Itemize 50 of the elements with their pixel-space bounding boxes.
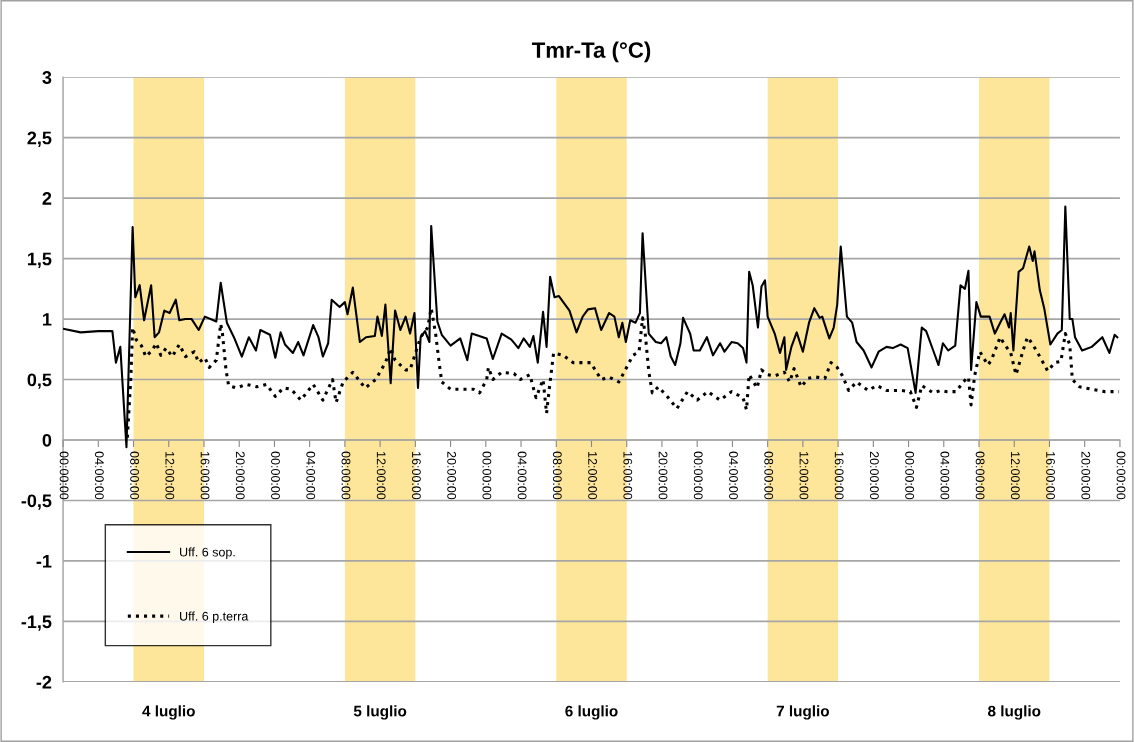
- x-tick-label: 04:00:00: [94, 451, 104, 500]
- annotation: 7 luglio: [776, 705, 830, 720]
- y-tick-label: 1: [43, 313, 52, 326]
- x-tick-label: 20:00:00: [658, 451, 668, 500]
- x-tick-label: 00:00:00: [271, 451, 280, 500]
- y-tick-label: 2,5: [27, 131, 52, 147]
- x-tick-label: 04:00:00: [306, 451, 316, 500]
- x-tick-label: 00:00:00: [1116, 451, 1126, 500]
- x-tick-label: 00:00:00: [59, 451, 69, 500]
- x-tick-label: 12:00:00: [165, 452, 175, 500]
- y-tick-label: 2: [42, 192, 52, 205]
- y-tick-label: 1,5: [27, 252, 52, 268]
- legend-label: Uff. 6 p.terra: [180, 611, 249, 624]
- x-tick-label: 16:00:00: [834, 452, 844, 500]
- annotation: 5 luglio: [353, 705, 407, 720]
- x-tick-label: 20:00:00: [869, 451, 879, 500]
- x-tick-label: 00:00:00: [905, 451, 915, 500]
- x-tick-label: 08:00:00: [130, 451, 140, 500]
- y-tick-label: -1: [36, 555, 52, 568]
- x-tick-label: 20:00:00: [235, 451, 245, 500]
- legend-label: Uff. 6 sop.: [180, 547, 235, 559]
- x-tick-label: 08:00:00: [764, 451, 774, 500]
- chart-title: Tmr-Ta (°C): [531, 41, 651, 63]
- annotation: 6 luglio: [565, 705, 618, 720]
- x-tick-label: 12:00:00: [799, 452, 809, 500]
- y-tick-label: 3: [42, 71, 52, 84]
- x-tick-label: 04:00:00: [729, 451, 738, 500]
- y-tick-label: 0: [42, 433, 52, 447]
- x-tick-label: 16:00:00: [411, 452, 421, 500]
- x-tick-label: 12:00:00: [1010, 452, 1020, 500]
- x-tick-label: 00:00:00: [693, 451, 703, 500]
- y-tick-label: -0,5: [21, 494, 52, 510]
- x-tick-label: 16:00:00: [200, 452, 210, 500]
- y-tick-label: -2: [36, 675, 52, 689]
- x-tick-label: 12:00:00: [588, 452, 597, 500]
- x-tick-label: 00:00:00: [482, 451, 492, 500]
- x-tick-label: 12:00:00: [376, 452, 386, 500]
- x-tick-label: 08:00:00: [341, 451, 351, 500]
- y-tick-label: -1,5: [21, 615, 52, 631]
- annotation: 8 luglio: [988, 705, 1041, 720]
- x-tick-label: 20:00:00: [447, 451, 457, 500]
- y-tick-label: 0,5: [27, 373, 52, 389]
- x-tick-label: 20:00:00: [1081, 451, 1091, 500]
- x-tick-label: 08:00:00: [975, 451, 985, 500]
- annotation: 4 luglio: [142, 705, 195, 720]
- x-tick-label: 08:00:00: [552, 451, 562, 500]
- x-tick-label: 16:00:00: [1046, 452, 1055, 500]
- x-tick-label: 04:00:00: [517, 451, 527, 500]
- x-tick-label: 16:00:00: [623, 452, 633, 500]
- x-tick-label: 04:00:00: [940, 451, 950, 500]
